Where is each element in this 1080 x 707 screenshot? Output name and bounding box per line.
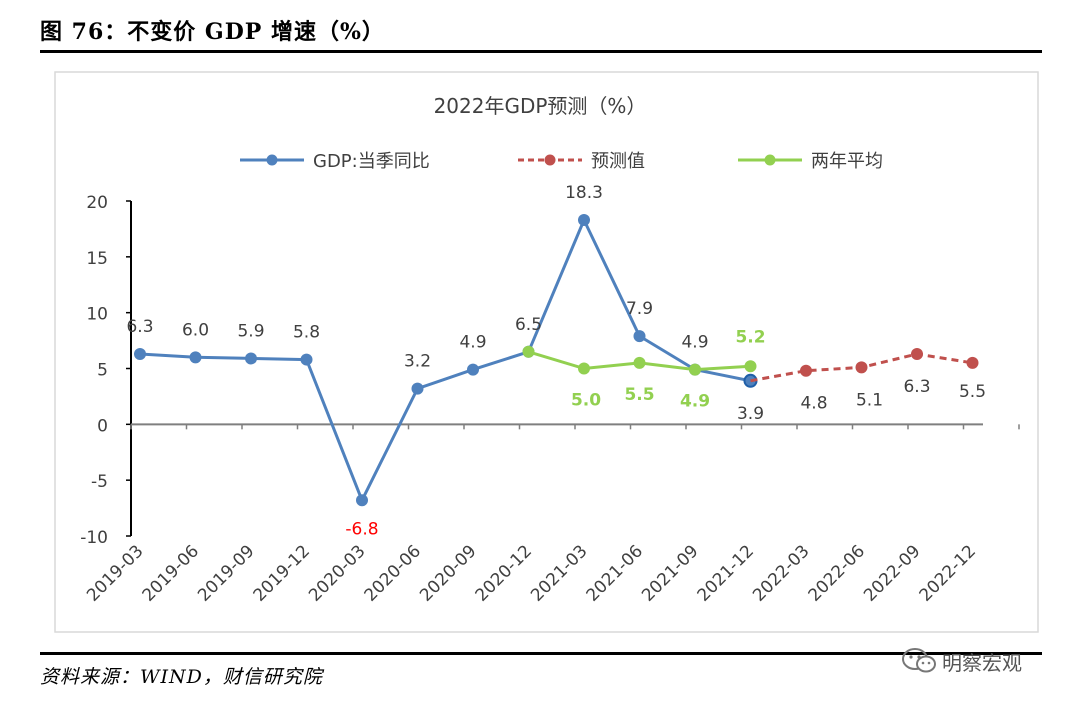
legend-marker [544,154,556,166]
data-point [356,494,368,507]
y-tick-label: -5 [91,472,108,492]
data-label: 4.8 [800,394,827,414]
chart-area [54,71,1039,633]
data-point [744,360,757,373]
series-layer [134,213,979,507]
data-label: 6.5 [515,315,542,335]
data-point [633,330,646,343]
data-label: 7.9 [626,299,653,319]
data-label: 5.5 [959,382,986,402]
y-tick-label: -10 [80,528,108,548]
series-line [139,216,751,504]
watermark-text: 明察宏观 [942,651,1022,675]
legend-label: GDP:当季同比 [313,151,430,172]
source-note: 资料来源：WIND，财信研究院 [40,666,323,688]
data-label: 4.9 [680,392,710,412]
data-label: 6.0 [182,320,209,340]
data-point [411,382,424,395]
data-point [134,347,146,360]
top-rule [40,50,1042,53]
data-point [300,353,313,366]
data-label: 5.8 [293,323,320,343]
data-label: 4.9 [681,333,708,353]
data-label: 3.9 [737,404,764,424]
y-tick-label: 20 [86,193,108,213]
data-label: 6.3 [126,317,153,337]
legend: GDP:当季同比 预测值 两年平均 [240,151,883,172]
data-label: 18.3 [565,183,603,203]
data-point [911,347,923,360]
data-label: 5.5 [624,385,654,405]
data-point [522,345,535,358]
data-label: -6.8 [345,519,378,539]
chart-title: 2022年GDP预测（%） [434,94,647,118]
bottom-rule [40,652,1042,655]
data-label: 5.1 [856,390,883,410]
data-label: 5.9 [237,321,264,341]
data-label: 4.9 [459,333,486,353]
data-point [689,363,701,376]
data-point [467,363,479,376]
data-label: 5.0 [571,391,601,411]
data-labels: 6.3 6.0 5.9 5.8 -6.8 3.2 4.9 6.5 18.3 7.9 4.9 3.9 4.… [126,183,986,539]
y-tick-label: 10 [86,305,108,325]
data-label: 5.2 [735,327,765,347]
data-point [578,213,590,226]
data-label: 6.3 [903,377,930,397]
figure-title: 图 76：不变价 GDP 增速（%） [40,19,385,45]
data-point [800,364,812,377]
data-label: 3.2 [404,352,431,372]
data-point [966,356,979,369]
legend-marker [764,154,776,166]
data-point [189,351,202,364]
legend-label: 两年平均 [811,151,883,172]
watermark: 明察宏观 [900,645,1050,677]
y-tick-label: 15 [86,249,108,269]
data-point [245,352,257,365]
wechat-icon [902,648,936,673]
y-tick-label: 0 [97,416,108,436]
data-point [578,362,590,375]
legend-label: 预测值 [591,151,645,172]
data-point [855,361,868,374]
legend-marker [266,154,278,166]
data-point [633,356,646,369]
y-tick-label: 5 [97,361,108,381]
